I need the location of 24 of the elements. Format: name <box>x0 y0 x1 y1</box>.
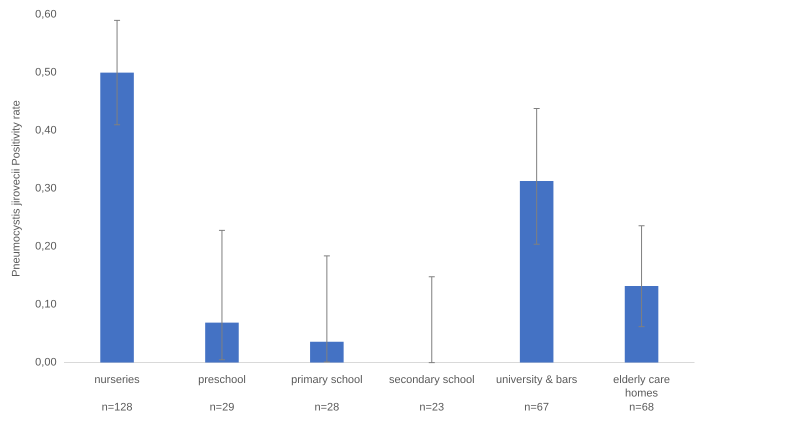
bar <box>310 342 344 363</box>
y-tick-label: 0,10 <box>35 298 57 311</box>
y-tick-label: 0,20 <box>35 240 57 253</box>
text: n=23 <box>419 402 444 414</box>
text: n=68 <box>629 402 654 414</box>
x-tick-label: nurseries <box>94 374 140 386</box>
y-tick-label: 0,50 <box>35 66 57 79</box>
bar <box>624 286 658 363</box>
text: n=67 <box>524 402 550 414</box>
x-tick-label: secondary school <box>388 374 475 386</box>
text: n=28 <box>314 402 340 414</box>
y-tick-label: 0,30 <box>35 182 57 195</box>
y-axis-title: Pneumocystis jirovecii Positivity rate <box>10 100 23 277</box>
x-tick-label: university & bars <box>496 374 578 386</box>
x-tick-label: preschool <box>198 374 246 386</box>
text: n=128 <box>102 402 133 414</box>
bar <box>100 72 134 363</box>
y-tick-label: 0,00 <box>35 356 57 369</box>
y-tick-label: 0,60 <box>35 8 57 21</box>
bar <box>520 181 554 363</box>
bar <box>205 322 239 363</box>
y-tick-label: 0,40 <box>35 124 57 137</box>
text: n=29 <box>210 402 234 414</box>
x-tick-label: primary school <box>291 374 363 386</box>
